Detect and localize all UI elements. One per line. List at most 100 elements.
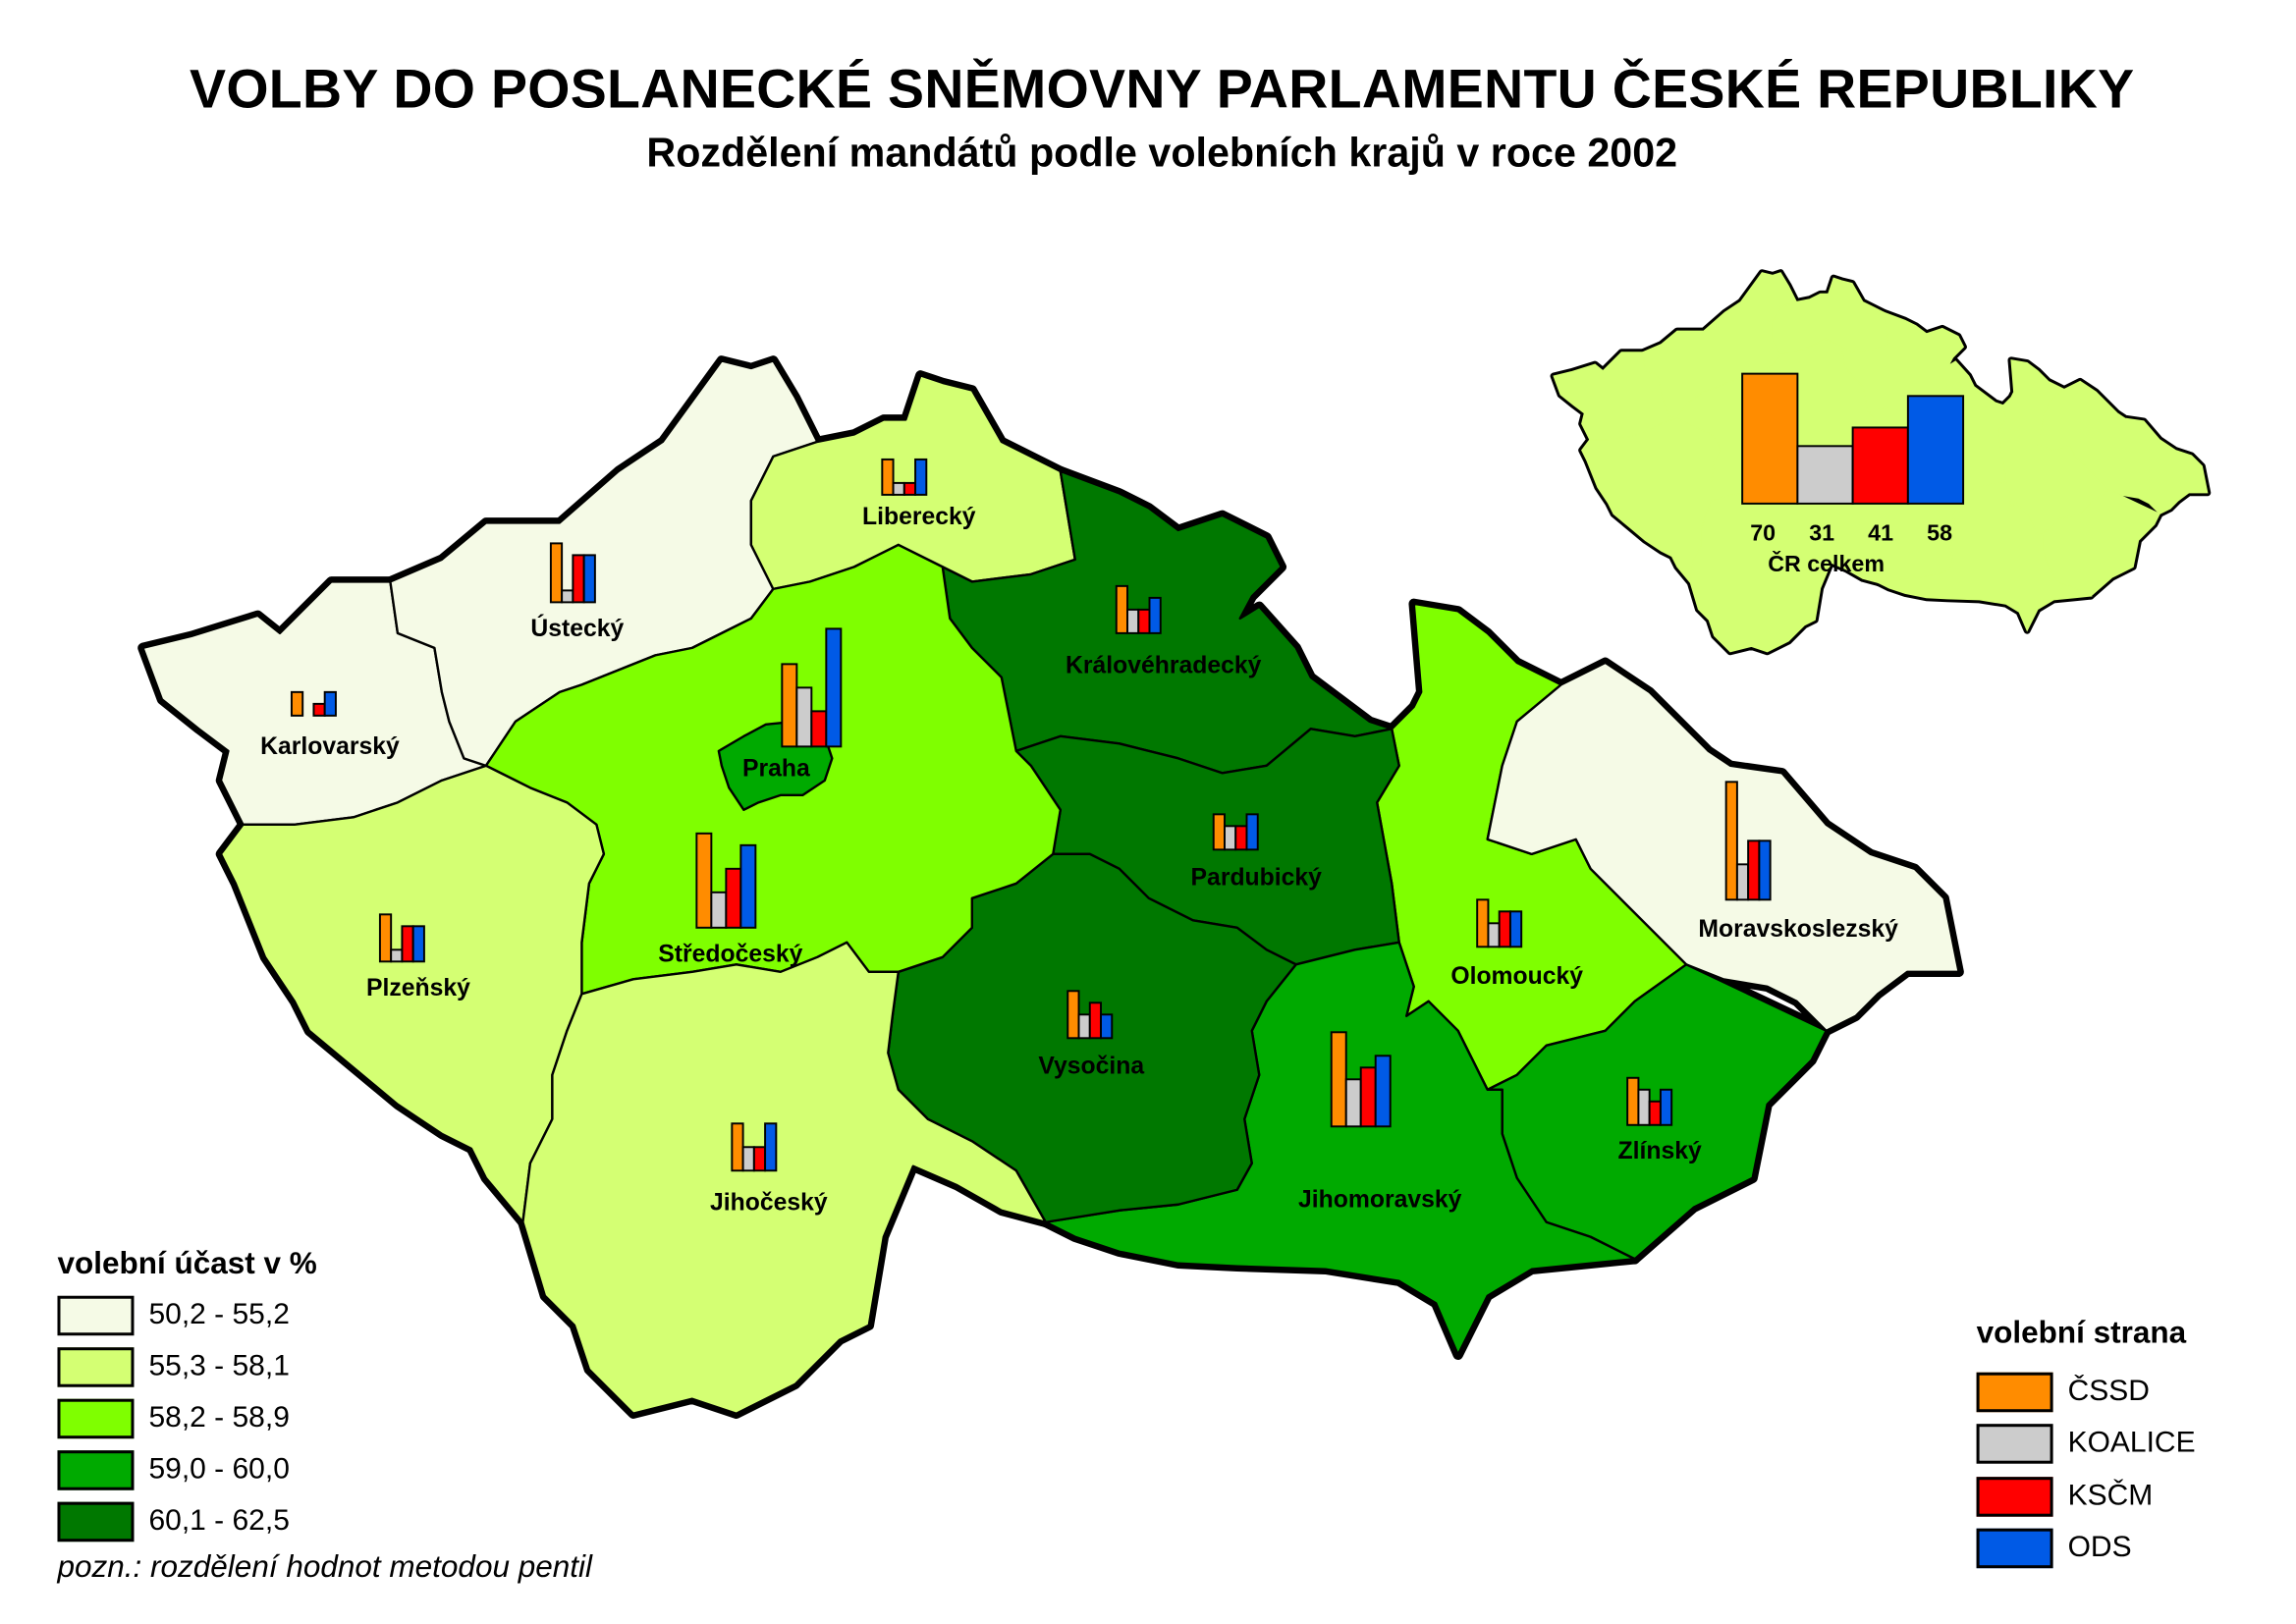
party-name: ODS [2067, 1530, 2132, 1563]
mandate-chart-jihomoravsky [1330, 1031, 1392, 1128]
bar-cssd [378, 913, 393, 963]
bar-koalice [741, 1146, 755, 1172]
turnout-swatch [57, 1449, 135, 1489]
bar-koalice [1344, 1078, 1362, 1128]
bar-cssd [881, 458, 895, 496]
region-label: Liberecký [862, 504, 976, 530]
region-label: Jihočeský [710, 1190, 828, 1217]
region-label: Středočeský [658, 941, 802, 967]
region-label: Královéhradecký [1066, 652, 1262, 678]
mandate-chart-pardubicky [1212, 813, 1259, 851]
region-label: Karlovarský [260, 733, 400, 760]
bar-cssd [1066, 990, 1080, 1040]
party-swatch [1976, 1527, 2053, 1568]
national-label: ČR celkem [1768, 550, 1885, 576]
mandate-chart-zlinsky [1626, 1076, 1673, 1126]
bar-cssd [1741, 372, 1799, 505]
bar-ods [739, 843, 757, 929]
bar-kscm [1851, 426, 1909, 505]
party-swatch [1976, 1423, 2053, 1463]
turnout-range: 58,2 - 58,9 [148, 1400, 290, 1434]
region-jihocesky[interactable] [521, 941, 1047, 1415]
turnout-legend-item: 58,2 - 58,9 [57, 1397, 290, 1438]
bar-kscm [1234, 825, 1248, 851]
mandate-chart-ustecky [549, 542, 596, 604]
mandate-chart-praha [781, 627, 843, 748]
bar-kscm [1747, 839, 1761, 901]
bar-ods [323, 690, 337, 717]
bar-cssd [1724, 781, 1738, 901]
regions [141, 359, 1960, 1415]
mandate-chart-olomoucky [1476, 898, 1523, 948]
bar-cssd [1115, 584, 1128, 634]
bar-kscm [725, 867, 742, 929]
page-title: VOLBY DO POSLANECKÉ SNĚMOVNY PARLAMENTU … [190, 58, 2135, 120]
turnout-range: 50,2 - 55,2 [148, 1297, 290, 1330]
bar-koalice [561, 589, 574, 604]
bar-kscm [312, 702, 326, 717]
bar-koalice [1796, 445, 1854, 505]
mandate-chart-plzensky [378, 913, 425, 963]
region-label: Praha [742, 755, 810, 782]
region-label: Ústecký [530, 615, 624, 642]
turnout-legend-item: 50,2 - 55,2 [57, 1294, 290, 1335]
bar-cssd [1330, 1031, 1347, 1128]
bar-kscm [810, 710, 828, 748]
party-swatch [1976, 1371, 2053, 1412]
turnout-swatch [57, 1346, 135, 1386]
bar-koalice [892, 481, 905, 496]
region-moravskoslezsky[interactable] [1486, 661, 1960, 1032]
mandate-chart-vysocina [1066, 990, 1114, 1040]
turnout-swatch [57, 1500, 135, 1542]
bar-kscm [1137, 608, 1151, 634]
region-label: Olomoucký [1450, 963, 1583, 990]
bar-cssd [1476, 898, 1490, 948]
bar-koalice [710, 891, 728, 929]
bar-ods [914, 458, 928, 496]
turnout-legend-item: 55,3 - 58,1 [57, 1346, 290, 1386]
mandate-chart-karlovarsky [290, 690, 337, 717]
mandate-chart-moravskoslezsky [1724, 781, 1772, 901]
region-label: Vysočina [1038, 1053, 1144, 1079]
party-legend-item: KOALICE [1976, 1423, 2196, 1463]
mandate-chart-liberecky [881, 458, 928, 496]
bar-ods [1659, 1088, 1673, 1126]
bar-kscm [1359, 1066, 1377, 1128]
mandate-chart-kralovehradecky [1115, 584, 1162, 634]
bar-kscm [752, 1146, 767, 1172]
turnout-legend-item: 60,1 - 62,5 [57, 1500, 290, 1542]
bar-kscm [401, 925, 414, 963]
region-label: Zlínský [1618, 1138, 1702, 1164]
turnout-swatch [57, 1397, 135, 1438]
bar-ods [1374, 1055, 1392, 1128]
party-name: ČSSD [2067, 1374, 2150, 1407]
bar-koalice [1077, 1013, 1091, 1040]
bar-kscm [902, 481, 917, 496]
bar-cssd [549, 542, 564, 604]
bar-kscm [1088, 1001, 1103, 1040]
region-label: Plzeňský [366, 975, 470, 1001]
turnout-legend-title: volební účast v % [57, 1247, 317, 1281]
bar-ods [1245, 813, 1259, 851]
bar-ods [1100, 1013, 1114, 1040]
bar-kscm [572, 554, 585, 604]
mandate-chart-jihocesky [731, 1122, 778, 1172]
region-label: Moravskoslezský [1698, 916, 1898, 943]
bar-ods [825, 627, 843, 748]
party-legend-title: volební strana [1976, 1316, 2187, 1351]
turnout-range: 59,0 - 60,0 [148, 1452, 290, 1486]
bar-cssd [781, 663, 798, 748]
region-label: Jihomoravský [1298, 1187, 1462, 1214]
national-value-cssd: 70 [1750, 519, 1776, 545]
bar-cssd [695, 832, 713, 929]
bar-ods [1508, 910, 1523, 948]
mandate-chart-stredocesky [695, 832, 757, 929]
page-subtitle: Rozdělení mandátů podle volebních krajů … [646, 129, 1678, 176]
bar-ods [1148, 596, 1162, 634]
bar-ods [582, 554, 596, 604]
region-label: Pardubický [1191, 864, 1323, 891]
party-swatch [1976, 1476, 2053, 1516]
bar-cssd [1212, 813, 1226, 851]
bar-kscm [1498, 910, 1511, 948]
